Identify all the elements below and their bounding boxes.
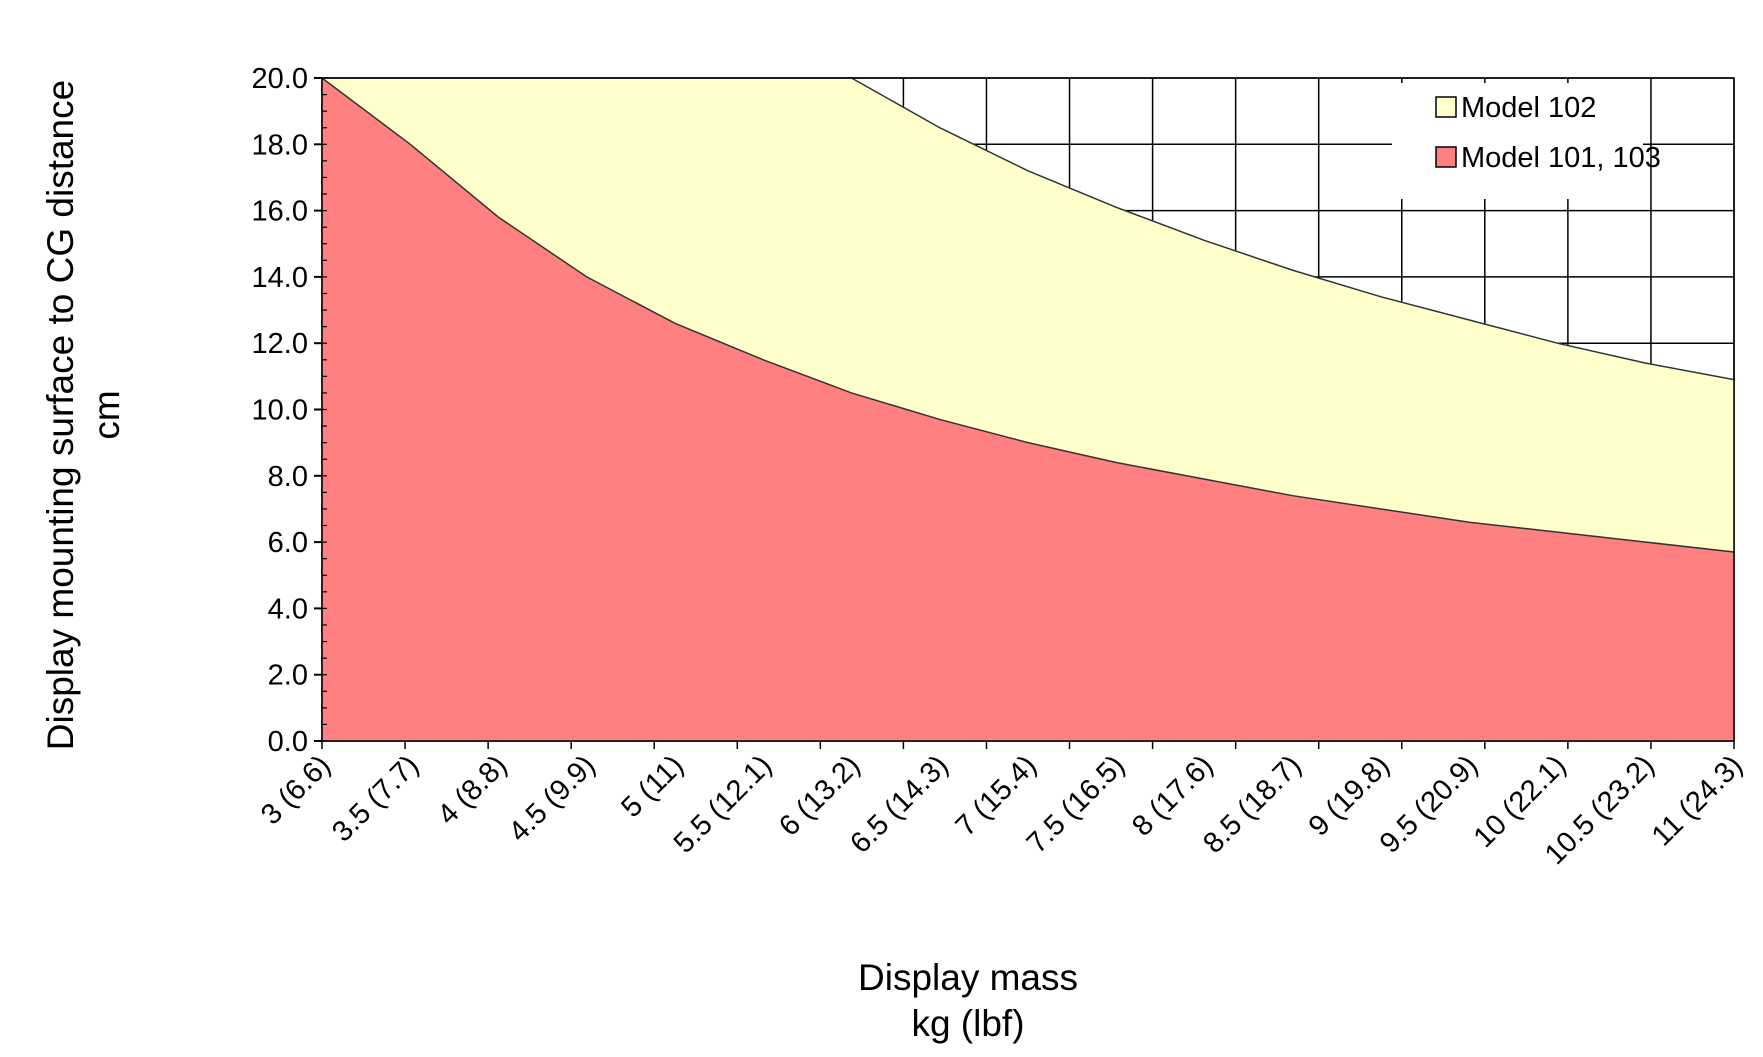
x-axis-title-line-1: Display mass [858,957,1078,998]
legend-label-model-102: Model 102 [1461,92,1596,124]
y-axis-title-line-1: Display mounting surface to CG distance [40,80,81,750]
legend-swatch-model-102 [1435,96,1457,118]
y-tick-label: 14.0 [252,262,308,294]
y-tick-label: 12.0 [252,328,308,360]
axis-layer [314,77,1735,749]
y-tick-label: 18.0 [252,129,308,161]
y-tick-label: 6.0 [268,527,308,559]
y-tick-label: 8.0 [268,461,308,493]
area-edge-model-101-103 [321,77,1735,553]
x-axis-title-line-2: kg (lbf) [911,1003,1024,1044]
y-tick-labels: 0.0 2.0 4.0 6.0 8.0 10.0 12.0 14.0 16.0 18.0 20.0 [252,63,308,758]
y-tick-label: 2.0 [268,660,308,692]
y-tick-label: 10.0 [252,395,308,427]
y-tick-label: 16.0 [252,196,308,228]
legend: Model 102 Model 101, 103 [1392,83,1661,199]
legend-swatch-model-101-103 [1435,146,1457,168]
y-tick-label: 20.0 [252,63,308,95]
y-tick-label: 4.0 [268,593,308,625]
legend-label-model-101-103: Model 101, 103 [1461,142,1661,174]
y-axis-title-line-2: cm [86,390,127,439]
area-model-101-103 [322,78,1734,741]
y-tick-label: 0.0 [268,726,308,758]
y-axis-title: Display mounting surface to CG distance … [40,80,127,750]
legend-box [1392,83,1643,199]
